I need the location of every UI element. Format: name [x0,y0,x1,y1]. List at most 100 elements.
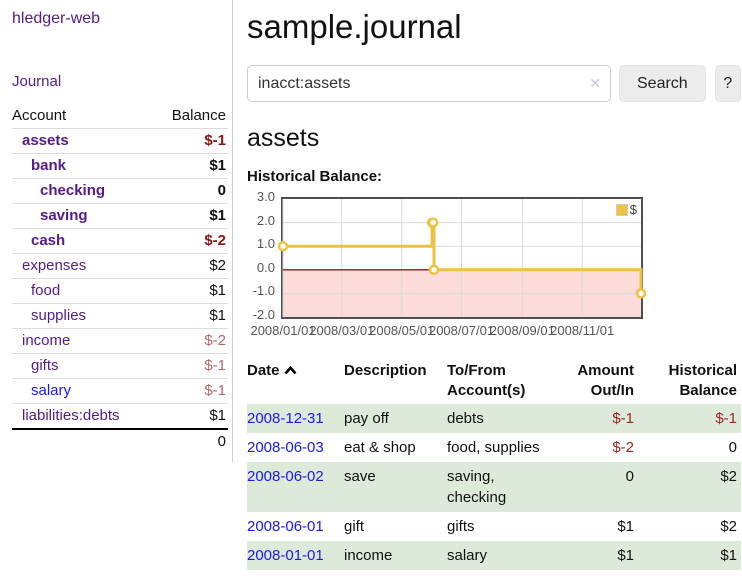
account-link[interactable]: bank [31,157,67,174]
x-axis-tick-label: 2008/07/01 [428,323,495,338]
x-axis-tick-label: 2008/01/01 [250,323,316,338]
search-button[interactable]: Search [619,65,706,102]
transaction-row: 2008-01-01 income salary $1 $1 [247,540,741,570]
txn-accounts-cell: debts [447,409,484,427]
txn-header-description: Description [344,362,427,379]
txn-balance-cell: $2 [720,517,737,535]
transaction-row: 2008-06-02 save saving, checking 0 $2 [247,461,741,512]
account-row: assets $-1 [12,128,228,154]
account-balance: $2 [154,253,228,279]
search-form: ✕ Search ? [247,65,741,102]
account-link[interactable]: checking [40,182,106,199]
account-heading: assets [247,124,320,152]
transaction-row: 2008-06-03 eat & shop food, supplies $-2 0 [247,433,741,462]
transaction-row: 2008-12-31 pay off debts $-1 $-1 [247,403,741,433]
txn-date-cell: 2008-06-03 [247,433,344,462]
account-row: saving $1 [12,203,228,229]
accounts-table: Account Balance assets $-1 bank $1 checking 0… [12,104,228,454]
account-balance: $1 [154,278,228,304]
x-axis-tick-label: 2008/11/01 [550,323,615,338]
legend-swatch-icon [615,203,628,216]
txn-header-historical: Historical Balance [668,362,737,400]
main-content: sample.journal ✕ Search ? assets Histori… [247,0,741,570]
txn-date-cell: 2008-06-02 [247,462,344,512]
account-row: expenses $2 [12,253,228,279]
account-row: checking 0 [12,178,228,204]
clear-search-icon[interactable]: ✕ [589,75,601,91]
txn-date-link[interactable]: 2008-01-01 [247,546,324,564]
account-row: liabilities:debts $1 [12,404,228,430]
historical-balance-chart[interactable]: $ 3.0 2.0 1.0 0.0 -1.0 -2.0 2008/01/01 2008/03/… [247,190,677,343]
txn-amount-cell: 0 [625,467,634,485]
account-row: supplies $1 [12,303,228,329]
account-balance: $-1 [154,353,228,379]
account-link[interactable]: food [31,282,61,299]
account-row: bank $1 [12,153,228,179]
account-link[interactable]: assets [22,132,69,149]
txn-balance-cell: $1 [720,546,737,564]
y-axis-tick-label: 1.0 [256,236,275,252]
txn-header-date[interactable]: Date [247,359,344,404]
account-link[interactable]: cash [31,232,66,249]
txn-description-cell: income [344,546,393,564]
txn-balance-cell: $-1 [715,409,737,427]
txn-amount-cell: $1 [617,546,634,564]
txn-header-tofrom: To/From Account(s) [447,362,526,400]
account-balance: $-2 [154,228,228,254]
txn-accounts-cell: gifts [447,517,475,535]
y-axis-tick-label: 0.0 [256,259,275,275]
txn-description-cell: pay off [344,409,389,427]
txn-accounts-cell: saving, checking [447,467,507,506]
txn-date-link[interactable]: 2008-12-31 [247,409,324,427]
account-balance: $-1 [154,378,228,404]
txn-amount-cell: $-2 [612,438,634,456]
account-link[interactable]: expenses [22,257,87,274]
account-link[interactable]: supplies [31,307,87,324]
transaction-row: 2008-06-01 gift gifts $1 $2 [247,512,741,541]
brand-link[interactable]: hledger-web [12,10,101,27]
account-balance: $1 [154,153,228,179]
txn-date-link[interactable]: 2008-06-01 [247,517,324,535]
account-balance: $1 [154,203,228,229]
search-input[interactable] [247,65,611,102]
account-balance: $-1 [154,128,228,154]
hledger-web-app: hledger-web Journal Account Balance asse… [0,0,741,570]
txn-accounts-cell: salary [447,546,488,564]
txn-balance-cell: $2 [720,467,737,485]
account-row: income $-2 [12,328,228,354]
txn-amount-cell: $-1 [612,409,634,427]
page-title: sample.journal [247,8,462,45]
x-axis-tick-label: 2008/03/01 [309,323,375,338]
accounts-total-row: 0 [12,428,228,454]
accounts-header-account: Account [12,104,155,129]
txn-date-cell: 2008-06-01 [247,512,344,541]
account-link[interactable]: liabilities:debts [22,407,120,424]
x-axis-tick-label: 2008/09/01 [489,323,555,338]
sidebar-item-journal[interactable]: Journal [12,73,62,90]
search-box: ✕ [247,65,611,102]
chart-plot-area[interactable]: $ [277,197,647,319]
account-link[interactable]: salary [31,382,72,399]
sort-ascending-icon [284,365,296,375]
txn-date-link[interactable]: 2008-06-02 [247,467,324,485]
chart-label: Historical Balance: [247,168,383,185]
account-balance: $1 [209,407,226,424]
help-button[interactable]: ? [714,65,741,102]
account-link[interactable]: income [22,332,71,349]
account-link[interactable]: saving [40,207,88,224]
sidebar: hledger-web Journal Account Balance asse… [0,0,233,462]
txn-description-cell: save [344,467,376,485]
y-axis-tick-label: -1.0 [252,283,275,299]
txn-amount-cell: $1 [617,517,634,535]
x-axis-tick-label: 2008/05/01 [369,323,435,338]
y-axis-tick-label: 2.0 [256,212,275,228]
txn-description-cell: gift [344,517,365,535]
account-link[interactable]: gifts [31,357,59,374]
account-row: food $1 [12,278,228,304]
account-balance: $-2 [154,328,228,354]
txn-date-link[interactable]: 2008-06-03 [247,438,324,456]
accounts-header-balance: Balance [154,104,228,129]
account-balance: 0 [154,178,228,204]
chart-series [277,199,647,317]
transactions-table: Date Description To/From Account(s) Amou… [247,359,741,570]
